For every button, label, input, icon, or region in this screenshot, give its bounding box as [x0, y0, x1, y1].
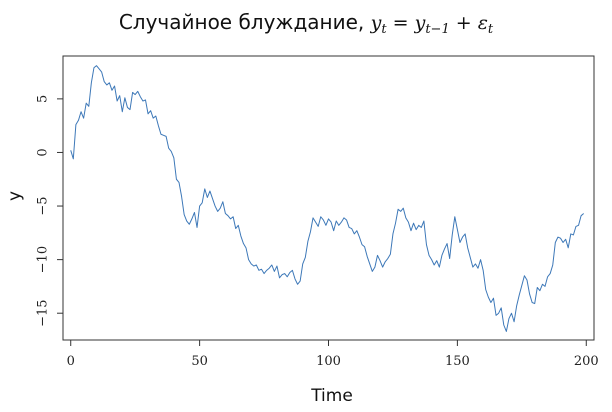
x-axis-title: Time: [310, 386, 353, 406]
series-line: [70, 65, 585, 332]
x-tick-label: 50: [191, 354, 208, 369]
x-tick-label: 0: [67, 354, 75, 369]
x-axis: 0 50 100 150 200: [67, 340, 599, 369]
y-tick-label: −5: [36, 196, 51, 215]
chart-title-formula: yt = yt−1 + εt: [370, 12, 494, 37]
x-tick-label: 150: [445, 354, 470, 369]
series-group: [70, 65, 585, 332]
y-tick-label: −15: [36, 299, 51, 326]
x-tick-label: 200: [574, 354, 599, 369]
x-tick-label: 100: [316, 354, 341, 369]
y-tick-label: −10: [36, 246, 51, 273]
plot-frame: [62, 55, 595, 341]
chart-title-text: Случайное блуждание,: [119, 10, 371, 34]
y-axis-title: y: [5, 191, 25, 201]
y-axis: −15 −10 −5 0 5: [36, 95, 63, 327]
chart-title: Случайное блуждание, yt = yt−1 + εt: [119, 10, 494, 37]
y-tick-label: 5: [36, 95, 51, 103]
y-tick-label: 0: [36, 148, 51, 156]
